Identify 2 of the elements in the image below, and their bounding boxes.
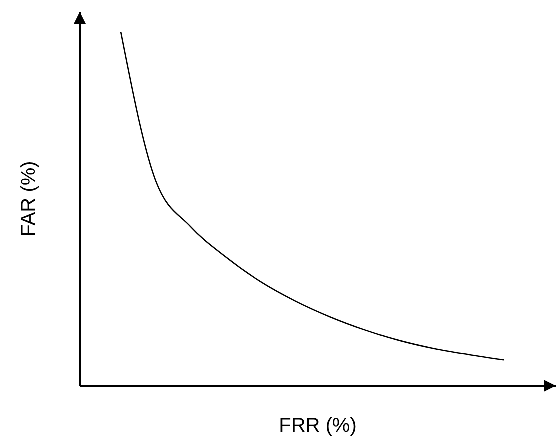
- y-axis-title: FAR (%): [18, 161, 40, 237]
- x-axis-title: FRR (%): [279, 415, 357, 437]
